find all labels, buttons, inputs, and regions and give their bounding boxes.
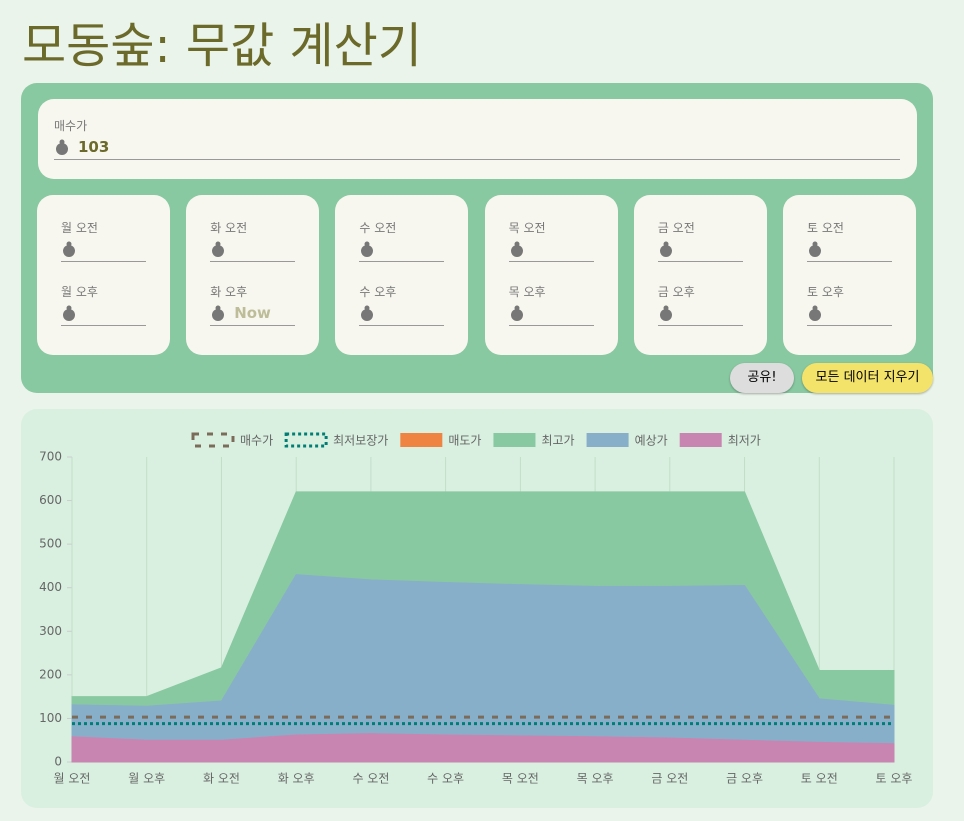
clear-button[interactable]: 모든 데이터 지우기 <box>802 363 933 393</box>
legend-swatch <box>586 433 629 447</box>
price-input[interactable] <box>508 301 594 326</box>
y-tick-label: 700 <box>39 450 62 464</box>
price-input[interactable] <box>807 237 892 262</box>
buy-price-label: 매수가 <box>54 119 88 133</box>
price-input[interactable] <box>61 237 146 262</box>
price-input[interactable] <box>508 237 594 262</box>
turnip-icon <box>63 241 75 257</box>
turnip-icon <box>510 241 523 257</box>
buy-price-input[interactable]: 103 <box>54 135 900 160</box>
turnip-icon <box>659 241 672 257</box>
x-tick-label: 수 오전 <box>352 772 389 786</box>
x-tick-label: 화 오후 <box>278 772 315 786</box>
price-input[interactable] <box>807 301 892 326</box>
day-label: 월 오전 <box>61 221 98 235</box>
price-input[interactable] <box>359 301 445 326</box>
x-tick-label: 토 오후 <box>876 772 913 786</box>
buy-price-card: 매수가 103 <box>38 99 917 179</box>
x-tick-label: 월 오전 <box>54 772 91 786</box>
day-label: 수 오후 <box>359 285 397 299</box>
day-label: 목 오전 <box>508 221 546 235</box>
legend-swatch <box>191 432 235 448</box>
x-tick-label: 토 오전 <box>801 772 838 786</box>
price-input[interactable] <box>657 237 743 262</box>
title: 모동숲: 무값 계산기 <box>22 18 422 74</box>
area <box>71 574 895 763</box>
turnip-icon <box>361 305 374 321</box>
legend-swatch <box>400 433 443 447</box>
price-input[interactable] <box>359 237 445 262</box>
x-tick-label: 수 오후 <box>427 772 464 786</box>
x-tick-label: 금 오후 <box>726 772 763 786</box>
x-tick-label: 금 오전 <box>651 772 688 786</box>
day-label: 수 오전 <box>359 221 397 235</box>
legend-swatch <box>679 433 722 447</box>
legend-swatch <box>493 433 536 447</box>
x-tick-label: 월 오후 <box>128 772 165 786</box>
day-label: 금 오후 <box>657 285 695 299</box>
y-tick-label: 300 <box>39 624 62 638</box>
y-tick-label: 400 <box>39 580 62 594</box>
x-tick-label: 목 오전 <box>502 772 539 786</box>
turnip-icon <box>63 305 75 321</box>
day-label: 금 오전 <box>657 221 695 235</box>
day-label: 목 오후 <box>508 285 546 299</box>
legend-label: 예상가 <box>635 434 668 448</box>
price-input[interactable] <box>210 237 296 262</box>
y-tick-label: 200 <box>39 667 62 681</box>
y-tick-label: 600 <box>39 493 62 507</box>
day-label: 토 오전 <box>807 221 844 235</box>
turnip-icon <box>809 305 821 321</box>
legend-swatch <box>284 432 328 448</box>
share-button[interactable]: 공유! <box>730 363 794 393</box>
x-tick-label: 목 오후 <box>577 772 614 786</box>
price-input[interactable]: Now <box>210 301 296 326</box>
turnip-icon <box>212 241 225 257</box>
y-tick-label: 100 <box>39 711 62 725</box>
day-label: 화 오전 <box>210 221 248 235</box>
turnip-icon <box>361 241 374 257</box>
price-input[interactable] <box>657 301 743 326</box>
legend-label: 최고가 <box>541 434 574 448</box>
x-tick-label: 화 오전 <box>203 772 240 786</box>
day-label: 월 오후 <box>61 285 98 299</box>
day-label: 화 오후 <box>210 285 248 299</box>
area <box>71 733 895 763</box>
legend-label: 매도가 <box>448 434 481 448</box>
turnip-icon <box>212 305 225 321</box>
turnip-icon <box>659 305 672 321</box>
buy-price-value: 103 <box>78 138 110 156</box>
turnip-icon <box>809 241 821 257</box>
y-tick-label: 500 <box>39 537 62 551</box>
legend-label: 최저보장가 <box>333 434 388 448</box>
turnip-icon <box>510 305 523 321</box>
turnip-icon <box>56 139 68 155</box>
price-input[interactable] <box>61 301 146 326</box>
legend-label: 매수가 <box>240 434 273 448</box>
legend-label: 최저가 <box>728 434 761 448</box>
placeholder: Now <box>234 304 271 322</box>
input-panel: 매수가 103 월 오전 월 오후 화 오전 화 오후 Now 수 오전 수 오후 목 오전 목… <box>21 83 933 393</box>
day-label: 토 오후 <box>807 285 844 299</box>
y-tick-label: 0 <box>54 755 62 769</box>
